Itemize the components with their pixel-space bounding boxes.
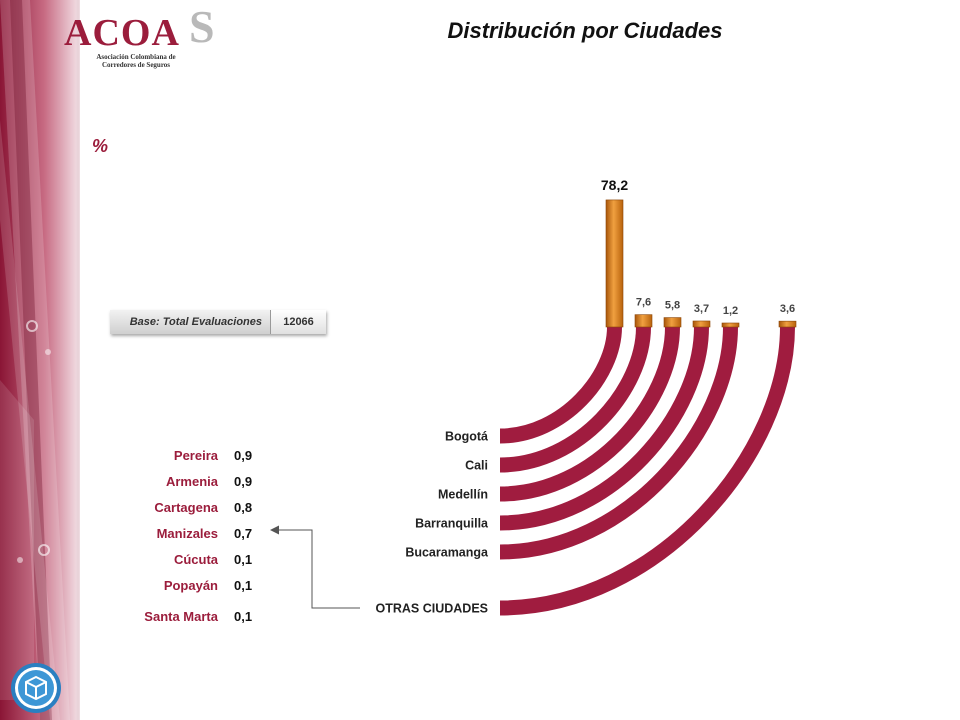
other-cities-table: Pereira 0,9 Armenia 0,9 Cartagena 0,8 Ma…	[120, 442, 284, 634]
category-label: Cali	[465, 459, 488, 473]
other-city-row: Popayán 0,1	[120, 572, 284, 598]
other-city-value: 0,8	[234, 499, 253, 515]
bar	[663, 317, 682, 328]
other-city-name: Armenia	[165, 473, 218, 489]
bar	[605, 199, 624, 328]
category-label: Barranquilla	[415, 517, 489, 531]
logo-subtitle: Asociación Colombiana de Corredores de S…	[96, 53, 176, 69]
data-label: 5,8	[665, 300, 680, 312]
data-label: 3,7	[694, 303, 709, 315]
chart-title: Distribución por Ciudades	[447, 18, 723, 43]
bar	[778, 320, 797, 328]
other-city-name: Cúcuta	[173, 551, 218, 567]
base-box: Base: Total Evaluaciones 12066	[110, 310, 326, 334]
data-label: 78,2	[601, 177, 628, 193]
data-label: 3,6	[780, 303, 795, 315]
arrow-icon	[270, 525, 279, 535]
cube-icon	[11, 663, 61, 713]
data-label: 7,6	[636, 297, 651, 309]
city-arc	[499, 326, 738, 560]
other-city-row: Santa Marta 0,1	[120, 598, 284, 634]
other-city-value: 0,9	[234, 447, 253, 463]
unit-label: %	[92, 136, 109, 156]
other-city-name: Santa Marta	[144, 608, 218, 624]
other-cities-connector	[270, 525, 360, 609]
other-city-value: 0,1	[234, 551, 253, 567]
city-arc	[499, 326, 680, 502]
base-value: 12066	[270, 310, 326, 334]
other-city-name: Manizales	[156, 525, 218, 541]
bar	[692, 320, 711, 328]
city-arc	[499, 326, 795, 616]
bar	[634, 314, 653, 328]
other-city-value: 0,1	[234, 577, 253, 593]
city-arc	[499, 326, 651, 473]
bar	[721, 322, 740, 328]
other-city-value: 0,9	[234, 473, 253, 489]
other-city-row: Cartagena 0,8	[120, 494, 284, 520]
other-city-row: Manizales 0,7	[120, 520, 284, 546]
city-arc	[499, 326, 622, 444]
logo-wordmark: ACOA	[64, 12, 180, 54]
other-city-value: 0,7	[234, 525, 253, 541]
logo-accent-letter: S	[189, 1, 215, 52]
other-city-row: Armenia 0,9	[120, 468, 284, 494]
other-city-name: Pereira	[173, 447, 218, 463]
other-city-name: Cartagena	[154, 499, 218, 515]
other-city-value: 0,1	[234, 608, 253, 624]
city-arc	[499, 326, 709, 531]
base-label: Base: Total Evaluaciones	[110, 310, 270, 334]
acoas-logo: ACOA S Asociación Colombiana de Corredor…	[64, 1, 215, 72]
category-label: Bucaramanga	[405, 546, 489, 560]
other-city-row: Cúcuta 0,1	[120, 546, 284, 572]
category-label: Medellín	[438, 488, 488, 502]
other-city-row: Pereira 0,9	[120, 442, 284, 468]
left-decoration	[0, 0, 80, 720]
category-label: Bogotá	[445, 430, 488, 444]
data-label: 1,2	[723, 305, 738, 317]
category-label: OTRAS CIUDADES	[375, 602, 488, 616]
other-city-name: Popayán	[163, 577, 218, 593]
